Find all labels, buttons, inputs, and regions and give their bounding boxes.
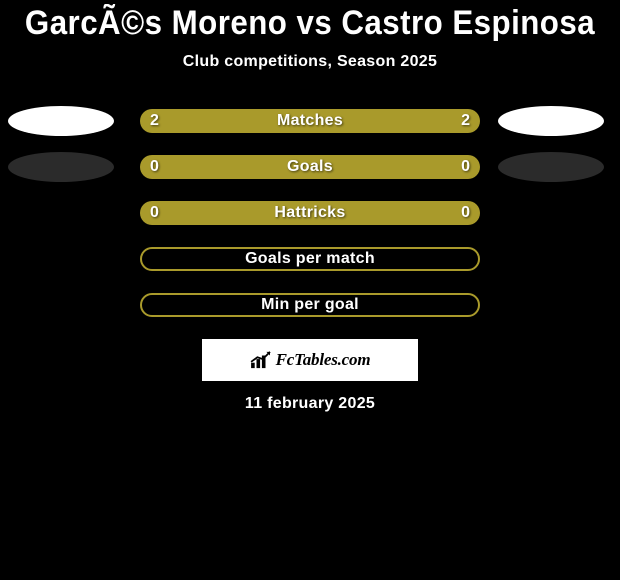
stat-value-left: 2 <box>150 112 159 130</box>
stat-label: Min per goal <box>261 296 359 314</box>
decor-ellipse-right <box>498 152 604 182</box>
stat-row: 0 Hattricks 0 <box>0 201 620 225</box>
stat-row: 2 Matches 2 <box>0 109 620 133</box>
infographic-root: GarcÃ©s Moreno vs Castro Espinosa Club c… <box>0 0 620 413</box>
brand-text: FcTables.com <box>276 350 371 370</box>
brand: FcTables.com <box>250 350 371 370</box>
stat-value-right: 0 <box>461 204 470 222</box>
stat-value-right: 0 <box>461 158 470 176</box>
stat-label: Hattricks <box>274 204 345 222</box>
stat-value-left: 0 <box>150 158 159 176</box>
stat-value-right: 2 <box>461 112 470 130</box>
stat-bar: Goals per match <box>140 247 480 271</box>
page-subtitle: Club competitions, Season 2025 <box>0 53 620 71</box>
decor-ellipse-left <box>8 106 114 136</box>
stat-bar: 2 Matches 2 <box>140 109 480 133</box>
stat-row: 0 Goals 0 <box>0 155 620 179</box>
stat-label: Goals <box>287 158 333 176</box>
chart-up-icon <box>250 351 272 369</box>
footer-date: 11 february 2025 <box>0 395 620 413</box>
stat-bar: Min per goal <box>140 293 480 317</box>
stat-bar: 0 Goals 0 <box>140 155 480 179</box>
stat-label: Goals per match <box>245 250 375 268</box>
stat-row: Min per goal <box>0 293 620 317</box>
stat-label: Matches <box>277 112 343 130</box>
decor-ellipse-left <box>8 152 114 182</box>
stat-bar: 0 Hattricks 0 <box>140 201 480 225</box>
page-title: GarcÃ©s Moreno vs Castro Espinosa <box>25 4 595 43</box>
stat-value-left: 0 <box>150 204 159 222</box>
brand-box: FcTables.com <box>202 339 418 381</box>
decor-ellipse-right <box>498 106 604 136</box>
stats-rows: 2 Matches 2 0 Goals 0 0 Hattricks 0 <box>0 109 620 317</box>
stat-row: Goals per match <box>0 247 620 271</box>
